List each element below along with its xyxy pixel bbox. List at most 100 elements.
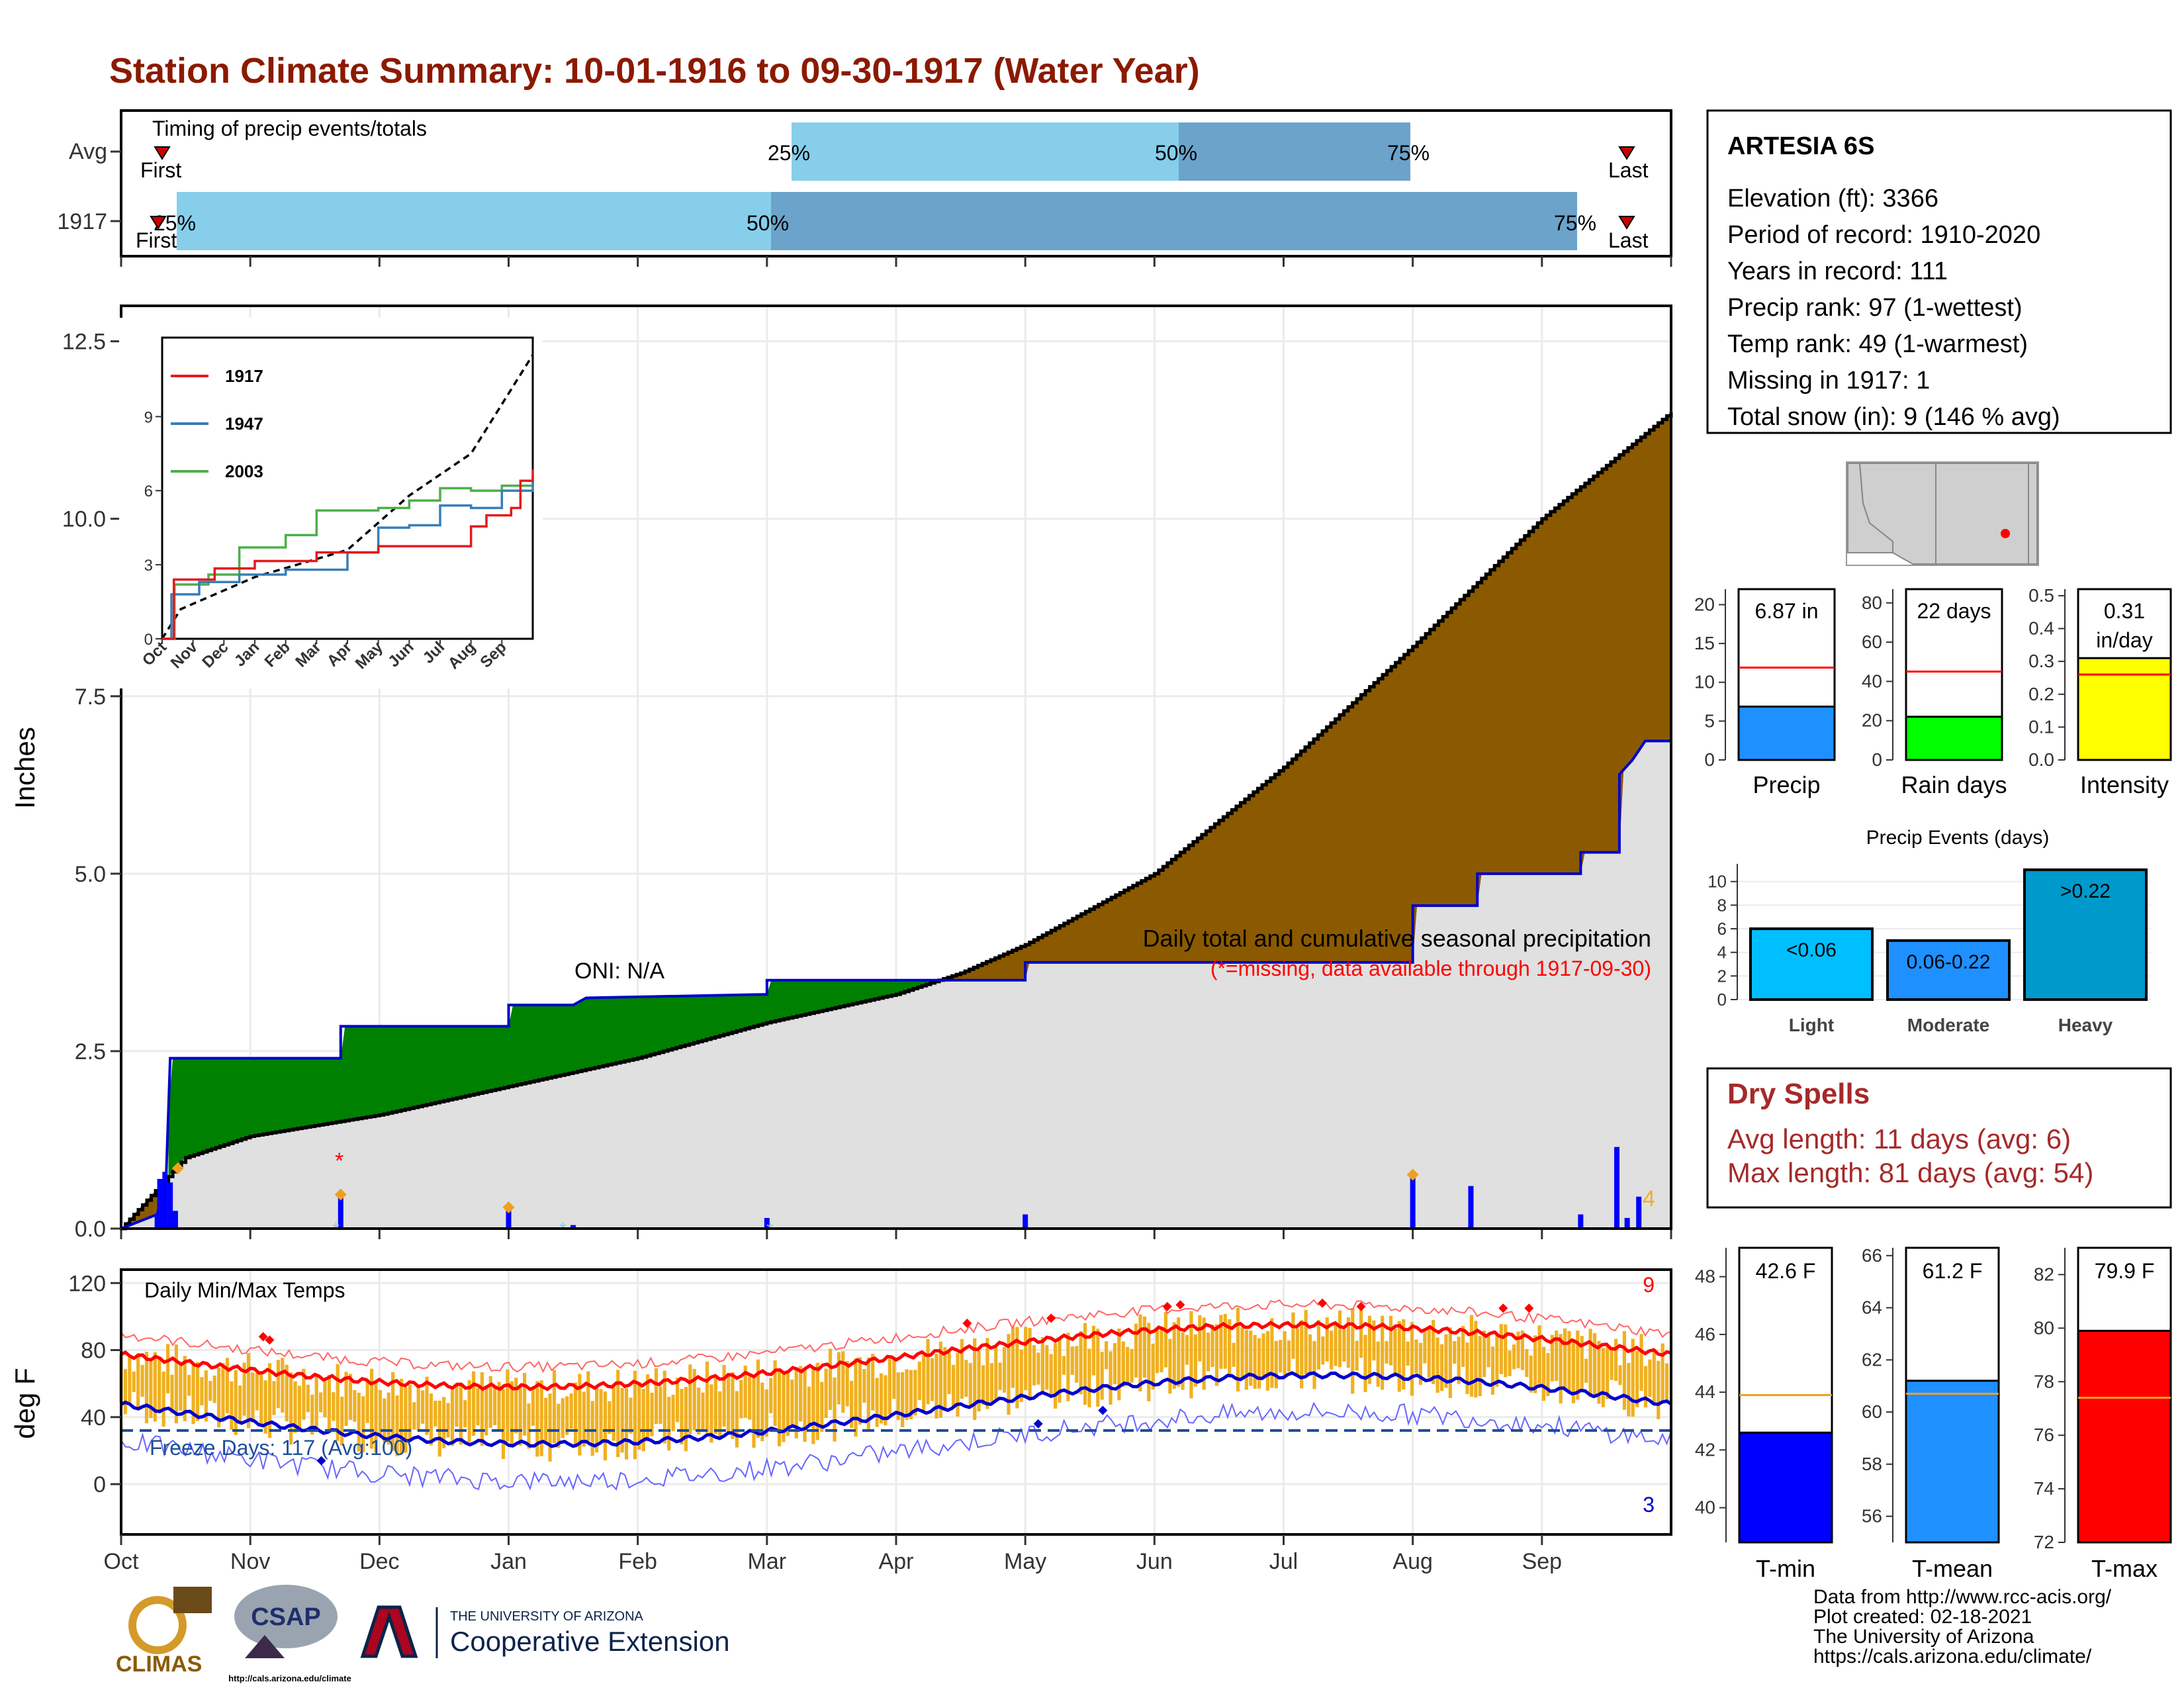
daily-temp-bar bbox=[1287, 1340, 1291, 1372]
daily-temp-bar bbox=[1418, 1342, 1423, 1385]
record-high-marker bbox=[1046, 1313, 1056, 1323]
avg-bar-50-75 bbox=[1179, 122, 1410, 181]
daily-temp-bar bbox=[276, 1360, 281, 1409]
daily-temp-bar bbox=[293, 1381, 297, 1433]
daily-temp-bar bbox=[323, 1379, 327, 1417]
daily-temp-bar bbox=[234, 1370, 238, 1435]
temp-summary-ytick: 64 bbox=[1862, 1297, 1882, 1318]
daily-temp-bar bbox=[1109, 1351, 1113, 1405]
avg-max-line bbox=[120, 1321, 1672, 1391]
y1917-pct-75: 75% bbox=[1554, 211, 1596, 235]
ua-a-icon bbox=[360, 1605, 418, 1658]
daily-temp-bar bbox=[862, 1369, 866, 1403]
daily-temp-bar bbox=[1100, 1352, 1104, 1400]
precip-ylabel: Inches bbox=[9, 727, 40, 809]
daily-temp-bar bbox=[1439, 1344, 1444, 1391]
daily-temp-bar bbox=[1533, 1335, 1537, 1393]
daily-temp-bar bbox=[769, 1378, 773, 1413]
daily-temp-bar bbox=[353, 1389, 357, 1422]
precip-ytick: 7.5 bbox=[75, 684, 106, 710]
daily-temp-bar bbox=[416, 1385, 420, 1431]
daily-temp-bar bbox=[930, 1358, 934, 1401]
event-bar-label: >0.22 bbox=[2060, 880, 2111, 902]
daily-temp-bar bbox=[149, 1358, 153, 1419]
daily-temp-bar bbox=[1236, 1307, 1240, 1391]
precip-events-chart: Precip Events (days) 0 2 4 6 8 10 <0.06 Light 0.… bbox=[1707, 827, 2151, 1035]
daily-temp-bar bbox=[1652, 1350, 1656, 1403]
daily-temp-bar bbox=[1147, 1323, 1151, 1401]
csap-logo: CSAP http://cals.arizona.edu/climate bbox=[228, 1585, 351, 1683]
temp-summary-ytick: 76 bbox=[2034, 1425, 2054, 1445]
mini-chart-ytick: 0 bbox=[1872, 749, 1882, 770]
daily-temp-bar bbox=[1482, 1331, 1486, 1378]
daily-temp-bar bbox=[875, 1378, 879, 1427]
temp-summary-label: T-max bbox=[2091, 1555, 2158, 1582]
daily-temp-bar bbox=[1058, 1337, 1062, 1403]
daily-temp-bar bbox=[433, 1400, 437, 1427]
daily-temp-bar bbox=[1304, 1309, 1308, 1374]
daily-temp-bar bbox=[1163, 1311, 1168, 1368]
daily-temp-bar bbox=[1486, 1336, 1490, 1368]
avg-pct-50: 50% bbox=[1155, 141, 1197, 165]
mini-chart-intensity: 0.0 0.1 0.2 0.3 0.4 0.5 0.31 in/day Intensity bbox=[2028, 585, 2172, 798]
daily-temp-bar bbox=[1142, 1316, 1146, 1378]
daily-temp-bar bbox=[815, 1362, 819, 1440]
daily-temp-bar bbox=[1490, 1346, 1495, 1395]
daily-temp-bar bbox=[586, 1371, 590, 1441]
daily-temp-bar bbox=[161, 1372, 165, 1427]
daily-temp-bar bbox=[654, 1368, 659, 1425]
daily-temp-bar bbox=[1516, 1331, 1520, 1368]
daily-temp-bar bbox=[1537, 1325, 1541, 1385]
daily-temp-bar bbox=[446, 1403, 450, 1438]
daily-temp-bar bbox=[179, 1364, 183, 1411]
daily-precip-bar bbox=[1578, 1214, 1584, 1229]
daily-temp-bar bbox=[404, 1387, 408, 1453]
y1917-last-marker bbox=[1618, 216, 1635, 230]
daily-temp-bar bbox=[590, 1401, 594, 1456]
mini-chart-value: in/day bbox=[2096, 628, 2152, 652]
daily-temp-bar bbox=[1397, 1321, 1401, 1392]
daily-temp-bar bbox=[1385, 1340, 1388, 1364]
daily-temp-bar bbox=[195, 1362, 200, 1421]
events-ytick: 10 bbox=[1707, 872, 1727, 892]
mini-chart-ytick: 0.1 bbox=[2028, 716, 2054, 737]
daily-temp-bar bbox=[892, 1356, 896, 1399]
daily-temp-bar bbox=[824, 1368, 828, 1419]
daily-temp-bar bbox=[1351, 1308, 1355, 1394]
mini-bar-charts: 0 5 10 15 20 6.87 in Precip 0 20 40 60 80 22 days Rai… bbox=[1694, 585, 2172, 798]
daily-temp-bar bbox=[1499, 1323, 1503, 1374]
mini-chart-bar bbox=[1737, 705, 1836, 761]
daily-temp-bar bbox=[1406, 1341, 1410, 1366]
daily-temp-bar bbox=[1168, 1338, 1172, 1394]
daily-temp-bar bbox=[811, 1369, 815, 1444]
events-ytick: 0 bbox=[1717, 990, 1727, 1009]
daily-temp-bar bbox=[1181, 1332, 1185, 1390]
daily-temp-bar bbox=[998, 1362, 1002, 1390]
daily-temp-bar bbox=[493, 1385, 497, 1425]
snow-diamond-marker bbox=[334, 1188, 347, 1201]
daily-temp-bar bbox=[348, 1374, 353, 1421]
temp-summary-ytick: 60 bbox=[1862, 1401, 1882, 1422]
record-high-marker bbox=[1175, 1300, 1185, 1310]
daily-temp-bar bbox=[1546, 1352, 1550, 1397]
daily-temp-bar bbox=[140, 1364, 144, 1397]
daily-temp-bar bbox=[1172, 1322, 1176, 1389]
daily-temp-bar bbox=[230, 1381, 234, 1430]
record-high-marker bbox=[1498, 1303, 1508, 1313]
daily-temp-bar bbox=[1610, 1348, 1614, 1380]
avg-min-line bbox=[120, 1371, 1672, 1448]
temp-summary-charts: 40 42 44 46 48 42.6 F T-min 56 58 60 62 64 66 61.2 F T… bbox=[1695, 1245, 2172, 1582]
daily-temp-bar bbox=[1113, 1342, 1117, 1385]
daily-temp-bar bbox=[170, 1374, 174, 1414]
daily-temp-bar bbox=[680, 1389, 684, 1444]
event-bar-light bbox=[1749, 927, 1874, 1001]
daily-temp-bar bbox=[408, 1384, 412, 1442]
daily-temp-bar bbox=[297, 1385, 302, 1432]
daily-temp-bar bbox=[1083, 1323, 1087, 1405]
daily-temp-bar bbox=[705, 1361, 709, 1433]
daily-temp-bar bbox=[285, 1364, 289, 1422]
map-state-nm bbox=[1935, 463, 2029, 565]
mini-chart-ytick: 10 bbox=[1694, 672, 1715, 692]
temp-summary-ytick: 66 bbox=[1862, 1245, 1882, 1266]
